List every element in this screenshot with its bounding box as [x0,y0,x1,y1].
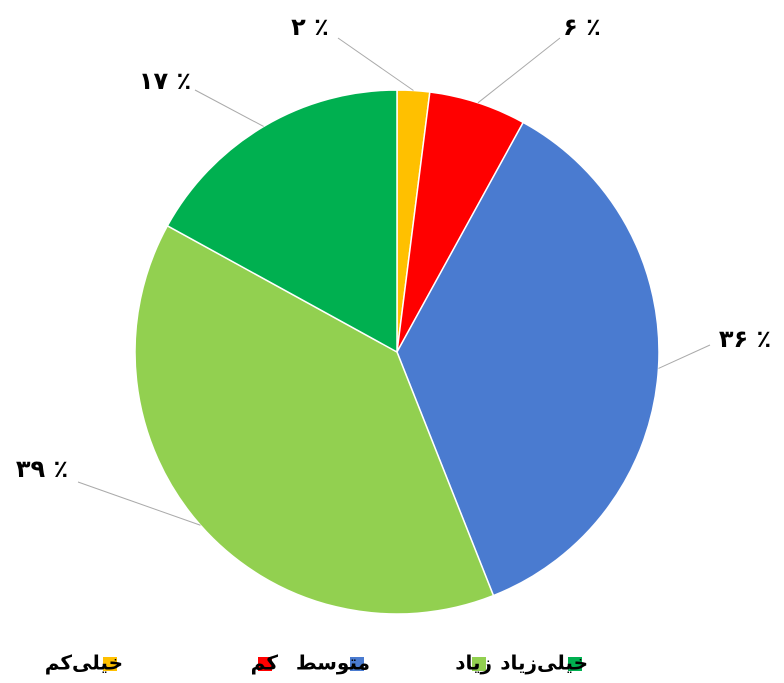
data-label: ۱۷ ٪ [139,67,191,95]
pie-slice [134,224,495,615]
pie-slice [166,89,398,354]
data-label: ۲ ٪ [291,13,329,41]
legend-label: کم [251,651,279,675]
leader-line [337,37,414,91]
legend-swatch [350,657,364,671]
legend-swatch [258,657,272,671]
legend-label: زیاد [455,651,492,675]
leader-line [477,37,561,104]
pie-slice [396,121,660,597]
legend-swatch [472,657,486,671]
legend-swatch [103,657,117,671]
legend-label: خیلی‌زیاد [500,651,588,675]
leader-line [77,481,201,526]
legend-label: خیلی‌کم [45,651,123,675]
legend-swatch [568,657,582,671]
leader-line [658,344,711,369]
data-label: ۳۶ ٪ [719,325,771,353]
data-label: ۶ ٪ [563,13,601,41]
legend-label: متوسط [296,651,370,675]
data-label: ۳۹ ٪ [16,455,68,483]
leader-line [194,89,264,127]
